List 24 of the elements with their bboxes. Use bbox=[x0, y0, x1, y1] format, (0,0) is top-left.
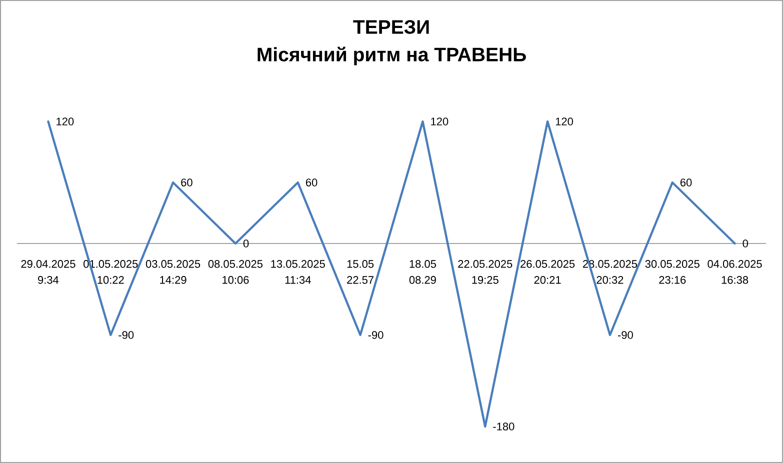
data-label: -180 bbox=[493, 422, 514, 430]
x-tick-label: 26.05.2025 20:21 bbox=[520, 260, 575, 284]
data-label: 0 bbox=[243, 240, 249, 248]
data-label: 0 bbox=[742, 240, 748, 248]
x-tick-label: 18.05 08.29 bbox=[409, 260, 436, 284]
x-tick-label: 04.06.2025 16:38 bbox=[708, 260, 762, 284]
x-tick-label: 22.05.2025 19:25 bbox=[458, 260, 512, 284]
x-tick-label: 03.05.2025 14:29 bbox=[146, 260, 200, 284]
data-label: 60 bbox=[306, 178, 318, 186]
data-label: 120 bbox=[556, 118, 573, 126]
data-label: -90 bbox=[368, 331, 384, 339]
data-label: 60 bbox=[680, 178, 692, 186]
chart-subtitle: Місячний ритм на ТРАВЕНЬ bbox=[258, 46, 526, 66]
data-label: -90 bbox=[118, 331, 134, 339]
x-tick-label: 15.05 22.57 bbox=[347, 260, 374, 284]
x-tick-label: 30.05.2025 23:16 bbox=[645, 260, 700, 284]
data-label: -90 bbox=[618, 331, 633, 339]
data-label: 120 bbox=[56, 118, 74, 126]
chart-title: ТЕРЕЗИ bbox=[353, 20, 429, 34]
x-tick-label: 08.05.2025 10:06 bbox=[208, 260, 263, 284]
data-label: 60 bbox=[181, 178, 192, 186]
x-tick-label: 29.04.2025 9:34 bbox=[21, 260, 76, 284]
x-tick-label: 13.05.2025 11:34 bbox=[271, 260, 325, 284]
data-label: 120 bbox=[431, 118, 448, 126]
